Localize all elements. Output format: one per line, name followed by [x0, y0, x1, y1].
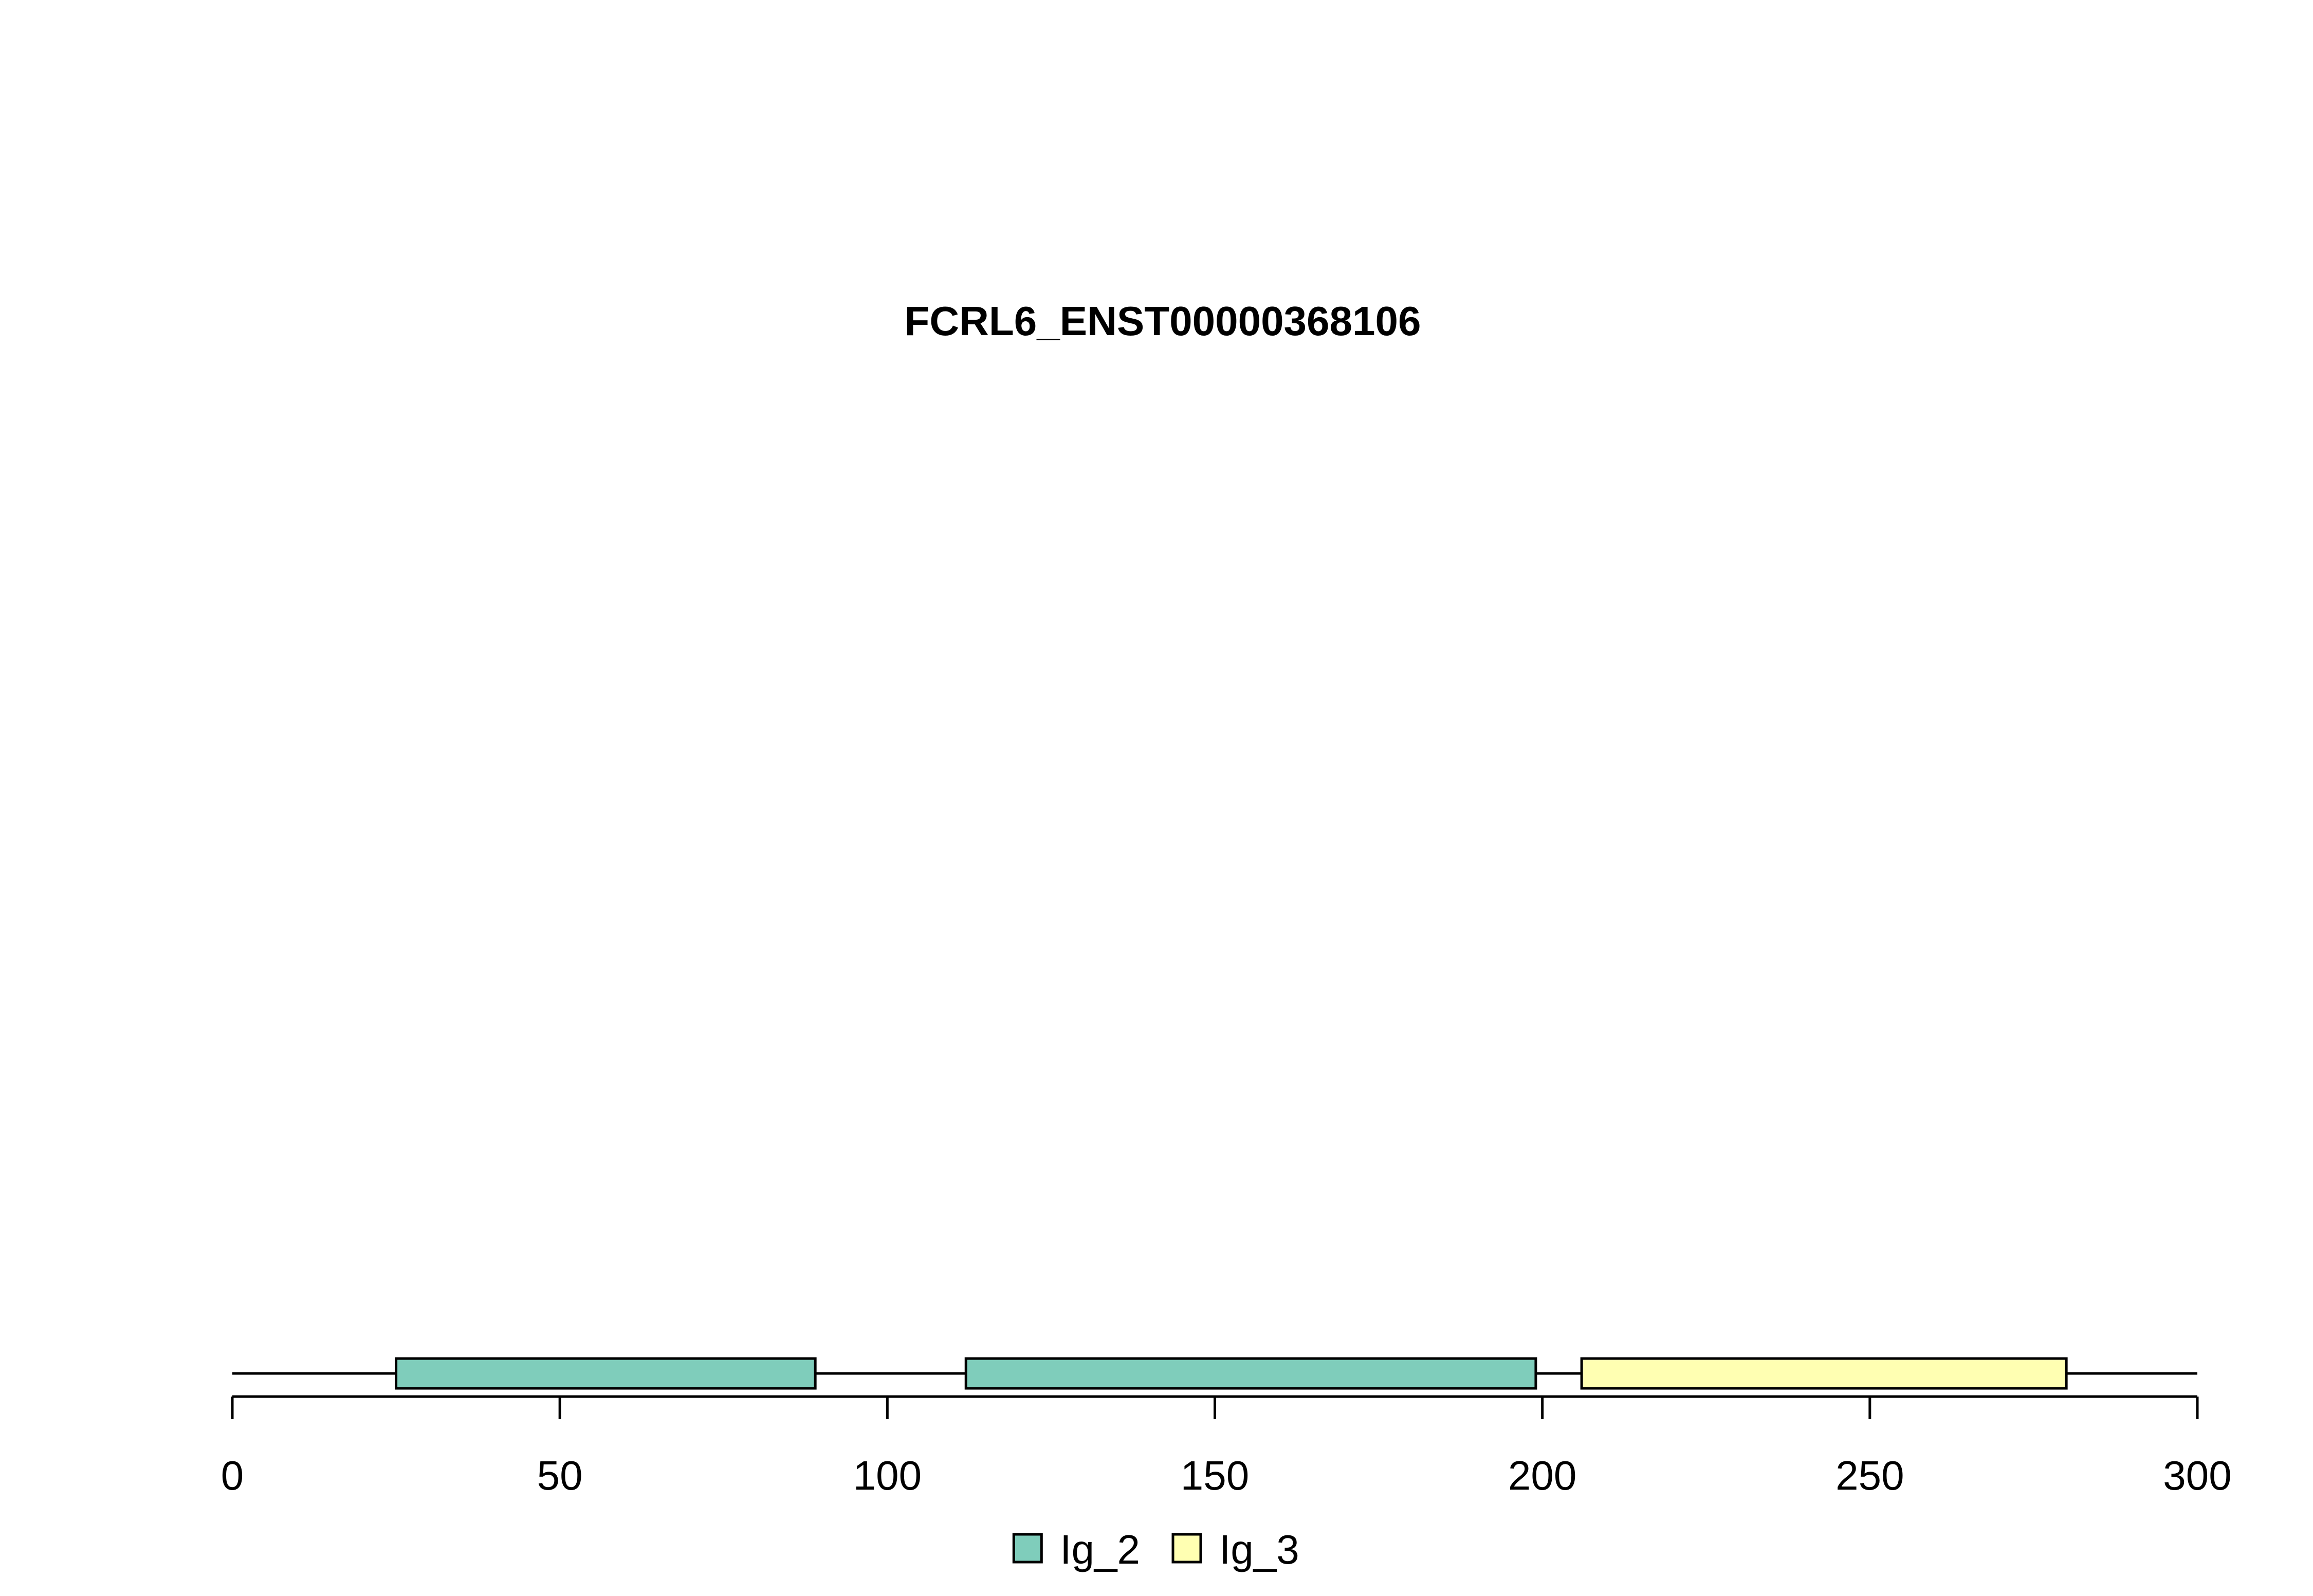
legend-label-ig-2: Ig_2 [1060, 1527, 1140, 1572]
x-tick-label-100: 100 [853, 1453, 922, 1498]
domain-box-ig-2-2 [964, 1357, 1537, 1390]
legend-swatch-ig-2 [1012, 1533, 1043, 1564]
x-tick-label-150: 150 [1181, 1453, 1249, 1498]
legend-swatch-ig-3 [1171, 1533, 1202, 1564]
domain-box-ig-3-3 [1580, 1357, 2068, 1390]
x-tick-label-300: 300 [2163, 1453, 2231, 1498]
x-tick-label-0: 0 [221, 1453, 244, 1498]
legend-label-ig-3: Ig_3 [1219, 1527, 1299, 1572]
legend: Ig_2 Ig_3 [1012, 1527, 1299, 1572]
chart-title: FCRL6_ENST00000368106 [904, 298, 1421, 344]
x-axis: 0 50 100 150 200 250 300 [221, 1395, 2232, 1498]
domain-box-ig-2-1 [395, 1357, 817, 1390]
x-tick-label-250: 250 [1835, 1453, 1904, 1498]
x-tick-label-200: 200 [1508, 1453, 1576, 1498]
domain-layer [395, 1357, 2068, 1390]
x-tick-label-50: 50 [537, 1453, 583, 1498]
